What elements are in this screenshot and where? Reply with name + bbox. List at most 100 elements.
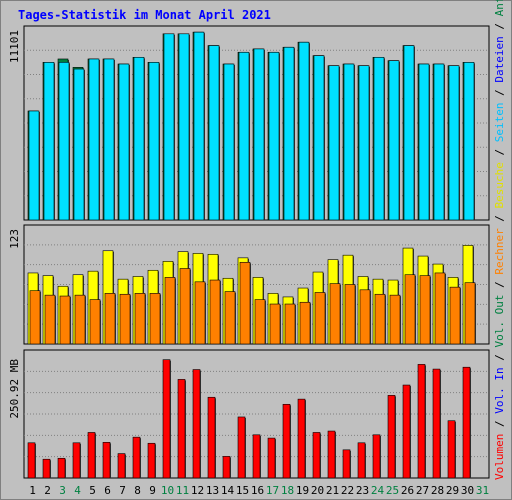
x-tick-label: 22 xyxy=(341,484,354,497)
bar-volumen-day-7 xyxy=(117,453,126,479)
ymax-label-panel-3: 250.92 MB xyxy=(8,359,21,419)
x-tick-label: 21 xyxy=(326,484,339,497)
bar-volumen-day-20 xyxy=(312,432,321,479)
bar-rechner-day-6 xyxy=(104,293,116,345)
bar-volumen-day-18 xyxy=(282,403,291,479)
bar-volumen-day-30 xyxy=(462,366,471,479)
legend-separator: / xyxy=(493,275,506,295)
x-tick-label: 24 xyxy=(371,484,385,497)
bar-rechner-day-13 xyxy=(209,279,221,345)
bar-dateien-day-30 xyxy=(463,62,475,221)
bar-rechner-day-29 xyxy=(449,286,461,345)
bar-rechner-day-9 xyxy=(149,293,161,345)
x-tick-label: 2 xyxy=(44,484,51,497)
bar-dateien-day-12 xyxy=(193,31,205,221)
bar-rechner-day-17 xyxy=(269,303,281,345)
bar-volumen-day-6 xyxy=(102,442,111,479)
bar-rechner-day-24 xyxy=(374,293,386,345)
legend-item-besuche: Besuche xyxy=(493,162,506,208)
bar-dateien-day-27 xyxy=(418,63,430,221)
bar-rechner-day-3 xyxy=(59,295,71,345)
legend-separator: / xyxy=(493,16,506,36)
bar-dateien-day-28 xyxy=(433,63,445,221)
bar-dateien-day-20 xyxy=(313,55,325,221)
bar-dateien-day-8 xyxy=(133,56,145,221)
x-tick-label: 16 xyxy=(251,484,264,497)
x-tick-label: 7 xyxy=(119,484,126,497)
bar-volumen-day-17 xyxy=(267,437,276,479)
legend-item-anfragen: Anfragen xyxy=(493,0,506,16)
x-tick-label: 5 xyxy=(89,484,96,497)
bar-rechner-day-14 xyxy=(224,291,236,345)
legend-item-vol-in: Vol. In xyxy=(493,367,506,413)
bar-dateien-day-25 xyxy=(388,60,400,221)
bar-dateien-day-2 xyxy=(43,62,55,221)
bar-volumen-day-15 xyxy=(237,416,246,479)
bar-volumen-day-2 xyxy=(42,458,51,479)
bar-dateien-day-22 xyxy=(343,63,355,221)
x-tick-label: 26 xyxy=(401,484,414,497)
bar-volumen-day-16 xyxy=(252,434,261,479)
x-tick-label: 18 xyxy=(281,484,294,497)
x-tick-label: 15 xyxy=(236,484,249,497)
bar-rechner-day-18 xyxy=(284,303,296,345)
bar-dateien-day-7 xyxy=(118,63,130,221)
x-tick-label: 6 xyxy=(104,484,111,497)
bar-dateien-day-6 xyxy=(103,58,115,221)
bar-dateien-day-1 xyxy=(28,110,40,221)
bar-rechner-day-25 xyxy=(389,294,401,345)
legend-separator: / xyxy=(493,348,506,368)
bar-volumen-day-27 xyxy=(417,364,426,479)
bar-dateien-day-5 xyxy=(88,58,100,221)
bar-volumen-day-13 xyxy=(207,396,216,479)
bar-rechner-day-8 xyxy=(134,293,146,345)
bar-dateien-day-3 xyxy=(58,62,70,221)
bar-rechner-day-23 xyxy=(359,289,371,345)
legend-separator: / xyxy=(493,414,506,434)
bar-dateien-day-26 xyxy=(403,45,415,221)
bar-volumen-day-23 xyxy=(357,442,366,479)
ymax-label-panel-2: 123 xyxy=(8,229,21,249)
bar-dateien-day-21 xyxy=(328,65,340,221)
bar-rechner-day-27 xyxy=(419,275,431,345)
legend-item-rechner: Rechner xyxy=(493,228,506,275)
bar-dateien-day-24 xyxy=(373,56,385,221)
x-tick-label: 11 xyxy=(176,484,189,497)
bar-volumen-day-3 xyxy=(57,457,66,479)
bar-dateien-day-18 xyxy=(283,46,295,221)
legend-item-seiten: Seiten xyxy=(493,102,506,142)
bar-rechner-day-20 xyxy=(314,292,326,345)
bar-dateien-day-29 xyxy=(448,65,460,221)
bar-dateien-day-23 xyxy=(358,65,370,221)
x-tick-label: 17 xyxy=(266,484,279,497)
bar-volumen-day-19 xyxy=(297,398,306,479)
x-tick-label: 28 xyxy=(431,484,444,497)
bar-volumen-day-5 xyxy=(87,432,96,479)
bar-volumen-day-9 xyxy=(147,442,156,479)
bar-rechner-day-5 xyxy=(89,299,101,345)
x-tick-label: 19 xyxy=(296,484,309,497)
bar-volumen-day-28 xyxy=(432,368,441,479)
bar-rechner-day-1 xyxy=(29,290,41,345)
bar-volumen-day-11 xyxy=(177,379,186,479)
bar-volumen-day-1 xyxy=(27,442,36,479)
bar-volumen-day-14 xyxy=(222,456,231,479)
legend: Volumen / Vol. In / Vol. Out / Rechner /… xyxy=(493,0,506,480)
bar-rechner-day-19 xyxy=(299,301,311,345)
bar-volumen-day-8 xyxy=(132,436,141,479)
bar-rechner-day-2 xyxy=(44,294,56,345)
chart-title: Tages-Statistik im Monat April 2021 xyxy=(18,8,271,22)
bar-rechner-day-11 xyxy=(179,268,191,345)
bar-dateien-day-10 xyxy=(163,33,175,221)
x-tick-label: 23 xyxy=(356,484,369,497)
bar-dateien-day-11 xyxy=(178,33,190,221)
x-tick-label: 31 xyxy=(476,484,489,497)
bar-dateien-day-17 xyxy=(268,51,280,221)
x-tick-label: 3 xyxy=(59,484,66,497)
bar-rechner-day-21 xyxy=(329,283,341,345)
bar-volumen-day-24 xyxy=(372,434,381,479)
bar-dateien-day-15 xyxy=(238,51,250,221)
legend-separator: / xyxy=(493,208,506,228)
bar-volumen-day-22 xyxy=(342,449,351,479)
x-tick-label: 30 xyxy=(461,484,474,497)
